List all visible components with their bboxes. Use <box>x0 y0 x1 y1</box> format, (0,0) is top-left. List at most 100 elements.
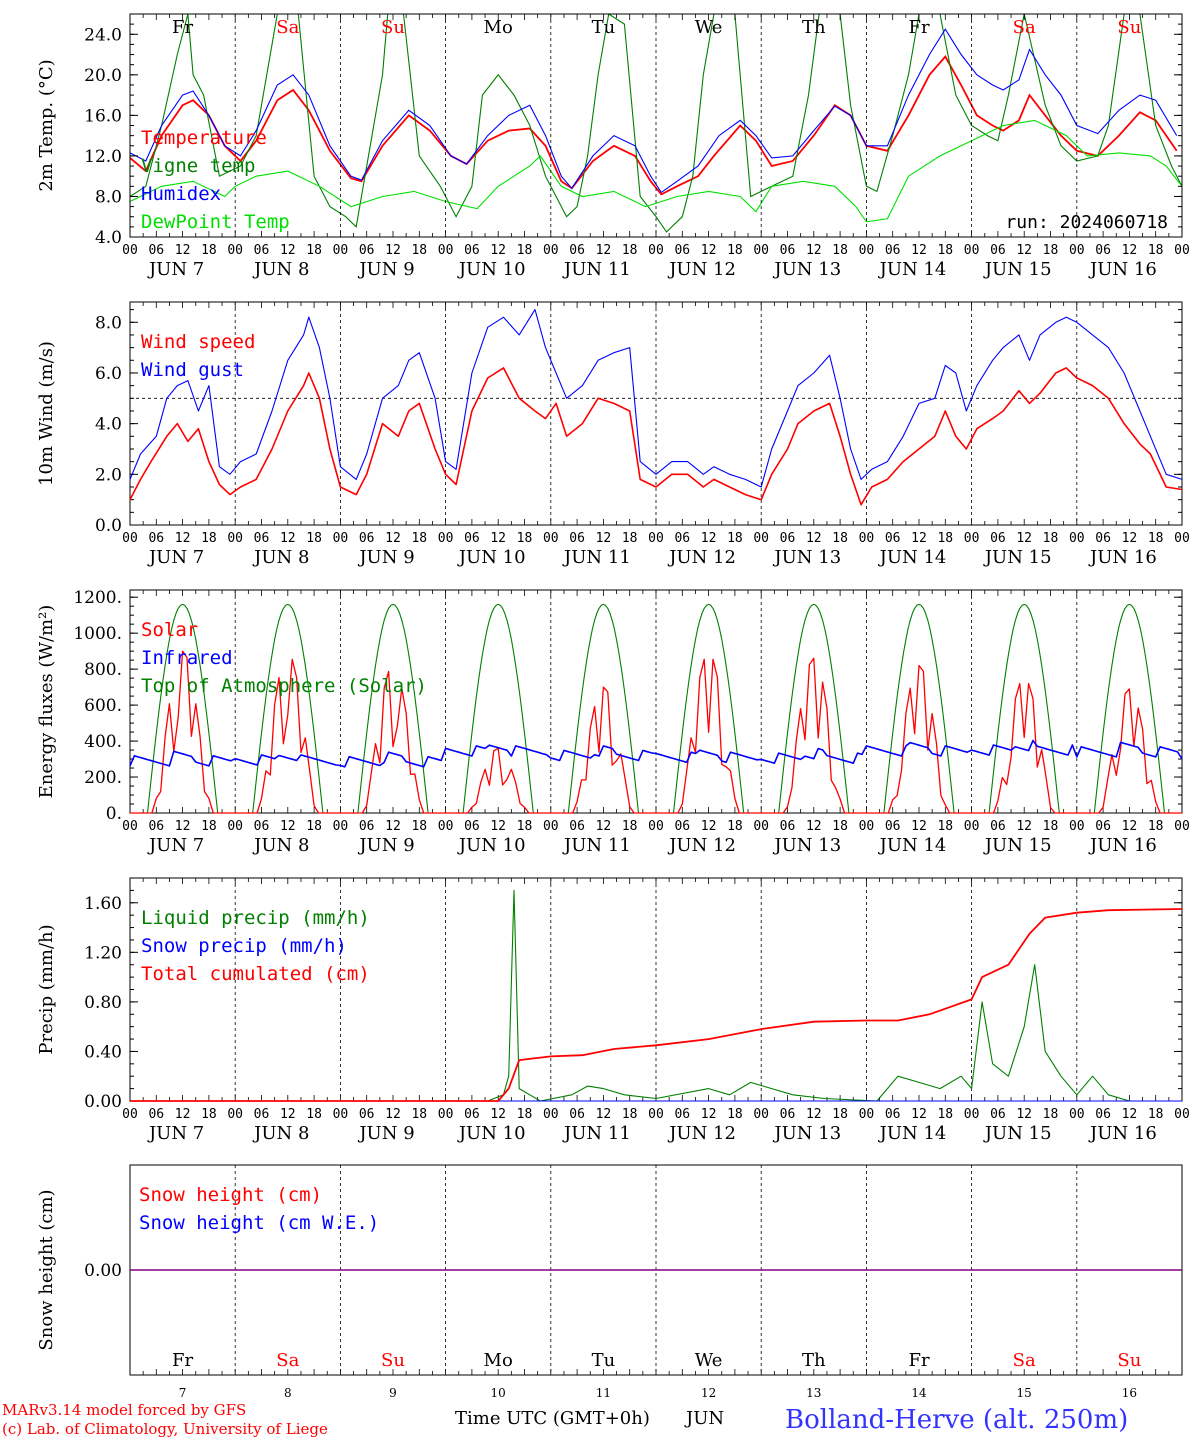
date-label: JUN 12 <box>667 835 736 856</box>
hour-tick-label: 18 <box>201 819 217 834</box>
date-label: JUN 10 <box>457 1123 526 1144</box>
wind-legend: Wind gust <box>141 359 244 381</box>
hour-tick-label: 18 <box>306 819 322 834</box>
series-solar <box>130 650 1182 814</box>
hour-tick-label: 18 <box>622 243 638 258</box>
y-tick-label: 200. <box>84 768 122 788</box>
hour-tick-label: 12 <box>911 819 927 834</box>
hour-tick-label: 00 <box>1174 819 1190 834</box>
date-label: JUN 10 <box>457 835 526 856</box>
hour-tick-label: 06 <box>148 243 164 258</box>
hour-tick-label: 00 <box>648 1107 664 1122</box>
hour-tick-label: 06 <box>674 819 690 834</box>
hour-tick-label: 18 <box>727 531 743 546</box>
hour-tick-label: 18 <box>937 1107 953 1122</box>
hour-tick-label: 12 <box>806 1107 822 1122</box>
date-label: JUN 16 <box>1088 547 1157 568</box>
hour-tick-label: 06 <box>674 531 690 546</box>
hour-tick-label: 12 <box>596 243 612 258</box>
hour-tick-label: 00 <box>753 819 769 834</box>
hour-tick-label: 06 <box>990 531 1006 546</box>
series-total-cumulated-cm- <box>130 908 1183 1102</box>
hour-tick-label: 12 <box>385 819 401 834</box>
day-name: Su <box>381 1350 405 1371</box>
hour-tick-label: 18 <box>306 243 322 258</box>
date-label: JUN 7 <box>147 1123 204 1144</box>
y-axis-label: Energy fluxes (W/m²) <box>36 605 57 799</box>
y-tick-label: 800. <box>84 660 122 680</box>
hour-tick-label: 12 <box>596 819 612 834</box>
day-name: Tu <box>592 17 616 38</box>
day-name: Mo <box>484 17 513 38</box>
series-liquid-precip-mm-h- <box>130 889 1182 1102</box>
date-label: JUN 7 <box>147 835 204 856</box>
date-number: 15 <box>1017 1386 1032 1400</box>
hour-tick-label: 00 <box>753 243 769 258</box>
hour-tick-label: 18 <box>517 531 533 546</box>
day-name: Sa <box>276 17 299 38</box>
y-tick-label: 2.0 <box>95 465 122 485</box>
hour-tick-label: 18 <box>937 819 953 834</box>
hour-tick-label: 12 <box>385 531 401 546</box>
hour-tick-label: 18 <box>937 243 953 258</box>
month-label: JUN <box>684 1408 724 1429</box>
hour-tick-label: 00 <box>543 819 559 834</box>
hour-tick-label: 12 <box>1016 1107 1032 1122</box>
panel-frame-2 <box>129 589 1183 814</box>
hour-tick-label: 06 <box>885 1107 901 1122</box>
station-label: Bolland-Herve (alt. 250m) <box>785 1405 1128 1435</box>
series-dewpoint-temp <box>130 119 1182 223</box>
date-label: JUN 7 <box>147 547 204 568</box>
hour-tick-label: 00 <box>1069 819 1085 834</box>
y-tick-label: 1.60 <box>84 894 122 914</box>
wind-legend: Wind speed <box>141 331 255 353</box>
day-name: Su <box>1117 1350 1141 1371</box>
hour-tick-label: 18 <box>1148 243 1164 258</box>
y-tick-label: 4.0 <box>95 228 122 248</box>
series-wind-gust <box>129 309 1183 488</box>
y-tick-label: 8.0 <box>95 313 122 333</box>
energy-legend: Top of Atmosphere (Solar) <box>141 675 427 697</box>
hour-tick-label: 12 <box>1122 243 1138 258</box>
hour-tick-label: 06 <box>780 819 796 834</box>
hour-tick-label: 00 <box>1174 243 1190 258</box>
day-name: We <box>695 1350 723 1371</box>
temp-legend: Vigne temp <box>141 155 255 177</box>
hour-tick-label: 00 <box>753 1107 769 1122</box>
hour-tick-label: 18 <box>1043 1107 1059 1122</box>
hour-tick-label: 12 <box>175 819 191 834</box>
hour-tick-label: 18 <box>517 1107 533 1122</box>
date-label: JUN 16 <box>1088 259 1157 280</box>
date-number: 11 <box>596 1386 611 1400</box>
hour-tick-label: 00 <box>859 819 875 834</box>
hour-tick-label: 12 <box>806 819 822 834</box>
hour-tick-label: 18 <box>622 531 638 546</box>
hour-tick-label: 00 <box>859 243 875 258</box>
hour-tick-label: 06 <box>569 1107 585 1122</box>
hour-tick-label: 06 <box>885 531 901 546</box>
hour-tick-label: 00 <box>648 531 664 546</box>
hour-tick-label: 00 <box>1069 531 1085 546</box>
y-tick-label: 8.0 <box>95 187 122 207</box>
energy-legend: Solar <box>141 619 198 641</box>
hour-tick-label: 00 <box>122 531 138 546</box>
hour-tick-label: 00 <box>753 531 769 546</box>
date-number: 8 <box>284 1386 292 1400</box>
hour-tick-label: 00 <box>543 1107 559 1122</box>
hour-tick-label: 00 <box>438 819 454 834</box>
hour-tick-label: 18 <box>411 819 427 834</box>
hour-tick-label: 12 <box>701 243 717 258</box>
date-label: JUN 15 <box>983 259 1052 280</box>
precip-legend: Snow precip (mm/h) <box>141 935 347 957</box>
hour-tick-label: 06 <box>148 1107 164 1122</box>
hour-tick-label: 18 <box>201 1107 217 1122</box>
hour-tick-label: 06 <box>1095 531 1111 546</box>
hour-tick-label: 12 <box>1016 819 1032 834</box>
hour-tick-label: 18 <box>832 243 848 258</box>
hour-tick-label: 06 <box>464 819 480 834</box>
hour-tick-label: 12 <box>701 1107 717 1122</box>
hour-tick-label: 12 <box>806 243 822 258</box>
y-tick-label: 16.0 <box>84 106 122 126</box>
date-label: JUN 14 <box>878 547 947 568</box>
